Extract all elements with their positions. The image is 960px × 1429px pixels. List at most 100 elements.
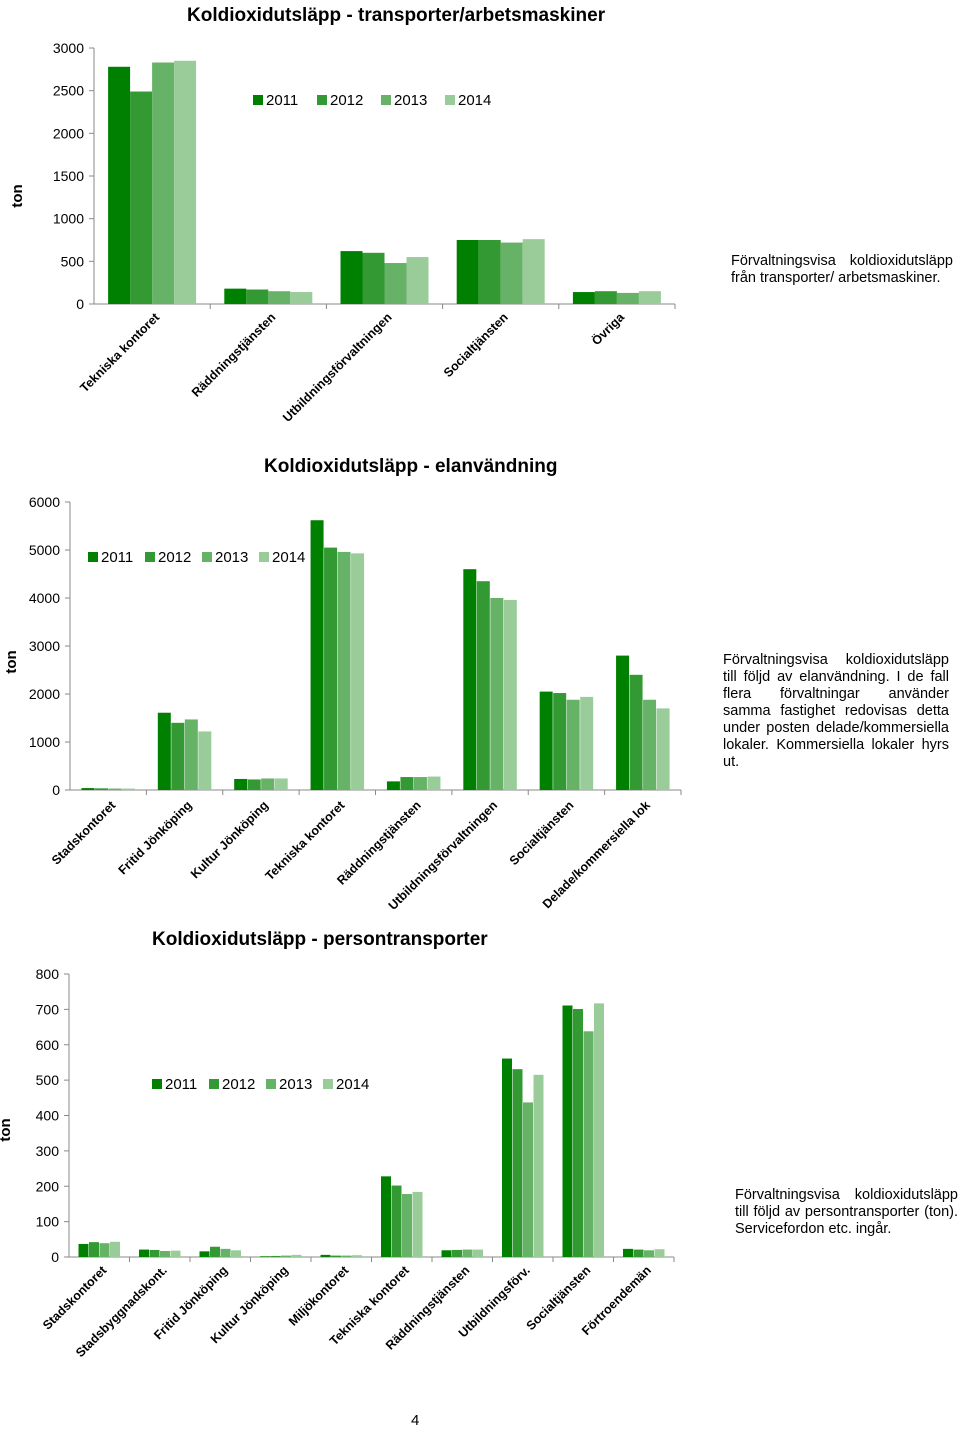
bar-2012-2: [246, 289, 269, 304]
y-tick-label: 4000: [29, 590, 60, 606]
bar-2011-7: [441, 1250, 452, 1257]
bar-2014-9: [594, 1003, 604, 1257]
legend-swatch: [317, 95, 327, 105]
chart-title: Koldioxidutsläpp - elanvändning: [264, 456, 558, 477]
y-tick-label: 300: [36, 1143, 60, 1159]
bar-2012-1: [94, 788, 108, 790]
x-tick-label: Socialtjänsten: [507, 798, 577, 868]
legend-label: 2011: [266, 92, 298, 109]
x-tick-label: Miljökontoret: [286, 1263, 352, 1329]
x-tick-label: Räddningstjänsten: [334, 798, 423, 887]
y-tick-label: 0: [76, 296, 84, 312]
x-tick-label: Fritid Jönköping: [116, 798, 195, 877]
bar-2014-7: [473, 1249, 483, 1257]
bar-2013-4: [500, 242, 523, 304]
legend-label: 2013: [279, 1076, 312, 1093]
bar-2011-8: [616, 655, 630, 790]
bar-2013-7: [462, 1249, 473, 1257]
x-tick-label: Tekniska kontoret: [263, 798, 348, 883]
bar-2013-3: [220, 1248, 231, 1257]
y-tick-label: 800: [36, 966, 60, 982]
bar-2014-3: [406, 257, 429, 304]
bar-2013-2: [160, 1250, 170, 1257]
bar-2014-2: [170, 1250, 181, 1257]
bar-2011-3: [234, 778, 248, 790]
bar-2013-2: [268, 291, 291, 304]
legend-swatch: [266, 1079, 276, 1089]
bar-2011-1: [81, 788, 95, 790]
bar-2013-3: [384, 263, 407, 304]
y-tick-label: 5000: [29, 542, 60, 558]
y-tick-label: 2500: [53, 83, 84, 99]
x-tick-label: Kultur Jönköping: [188, 798, 271, 881]
bar-2012-2: [149, 1249, 160, 1257]
bar-2014-1: [174, 60, 197, 304]
bar-2012-4: [324, 547, 338, 790]
legend-label: 2011: [101, 549, 133, 566]
legend-label: 2012: [330, 92, 363, 109]
y-tick-label: 2000: [29, 686, 60, 702]
x-tick-label: Övriga: [588, 309, 627, 348]
y-axis-label: ton: [0, 1118, 14, 1141]
bar-2014-6: [412, 1191, 423, 1257]
y-axis-label: ton: [9, 184, 26, 207]
bar-2012-7: [553, 693, 567, 790]
legend-swatch: [323, 1079, 333, 1089]
bar-2014-8: [533, 1074, 544, 1257]
x-tick-label: Stadskontoret: [40, 1263, 110, 1333]
bar-2014-4: [351, 553, 365, 790]
bar-2014-5: [352, 1255, 362, 1257]
bar-2012-2: [171, 722, 185, 790]
x-tick-label: Socialtjänsten: [441, 310, 511, 380]
bar-2013-8: [523, 1102, 533, 1257]
x-tick-label: Räddningstjänsten: [189, 310, 278, 399]
bar-2012-3: [210, 1246, 220, 1257]
page-number: 4: [411, 1412, 420, 1429]
bar-2011-1: [78, 1243, 89, 1257]
bar-2013-6: [490, 598, 504, 790]
bar-2011-9: [562, 1005, 573, 1257]
y-tick-label: 0: [52, 782, 60, 798]
y-tick-label: 200: [36, 1178, 60, 1194]
bar-2014-7: [580, 696, 594, 790]
bar-2013-4: [337, 551, 351, 790]
bar-chart: 0 500 1000 1500 2000 2500 3000 ton Tekniska kont…: [9, 40, 676, 425]
legend-swatch: [152, 1079, 162, 1089]
legend-label: 2013: [215, 549, 248, 566]
y-tick-label: 1000: [29, 734, 60, 750]
bar-2012-1: [130, 91, 153, 305]
bar-2011-2: [139, 1249, 149, 1257]
bar-2012-6: [391, 1185, 402, 1257]
bar-2011-1: [108, 66, 131, 304]
legend-swatch: [88, 552, 98, 562]
x-tick-label: Tekniska kontoret: [77, 310, 162, 395]
y-tick-label: 500: [61, 253, 85, 269]
chart-title: Koldioxidutsläpp - persontransporter: [152, 929, 488, 950]
legend-label: 2014: [336, 1076, 369, 1093]
bar-2013-4: [281, 1255, 291, 1257]
bar-2012-8: [512, 1069, 523, 1257]
bar-2014-4: [291, 1254, 302, 1257]
bar-2012-3: [362, 252, 385, 304]
bar-2011-4: [456, 240, 479, 304]
bar-2014-1: [121, 788, 135, 790]
bar-2014-3: [274, 778, 288, 790]
bar-2013-3: [261, 778, 275, 790]
bar-chart: 0 1000 2000 3000 4000 5000 6000 ton Stadskontore…: [3, 494, 682, 913]
chart-description: Förvaltningsvisa koldioxidutsläpp till f…: [723, 652, 949, 770]
bar-2012-1: [89, 1242, 99, 1257]
bar-2013-1: [108, 788, 122, 790]
bar-2013-2: [184, 719, 198, 790]
bar-2014-5: [427, 776, 441, 790]
y-tick-label: 0: [51, 1249, 59, 1265]
bar-2013-9: [583, 1031, 594, 1257]
bar-2011-10: [623, 1248, 633, 1257]
bar-2013-1: [99, 1243, 110, 1257]
x-tick-label: Socialtjänsten: [524, 1263, 594, 1333]
y-tick-label: 500: [36, 1072, 60, 1088]
bar-2012-5: [400, 777, 414, 790]
bar-2012-3: [247, 779, 261, 790]
y-tick-label: 1500: [53, 168, 84, 184]
y-tick-label: 600: [36, 1037, 60, 1053]
chart-description: Förvaltningsvisa koldioxidutsläpp från t…: [731, 253, 953, 286]
